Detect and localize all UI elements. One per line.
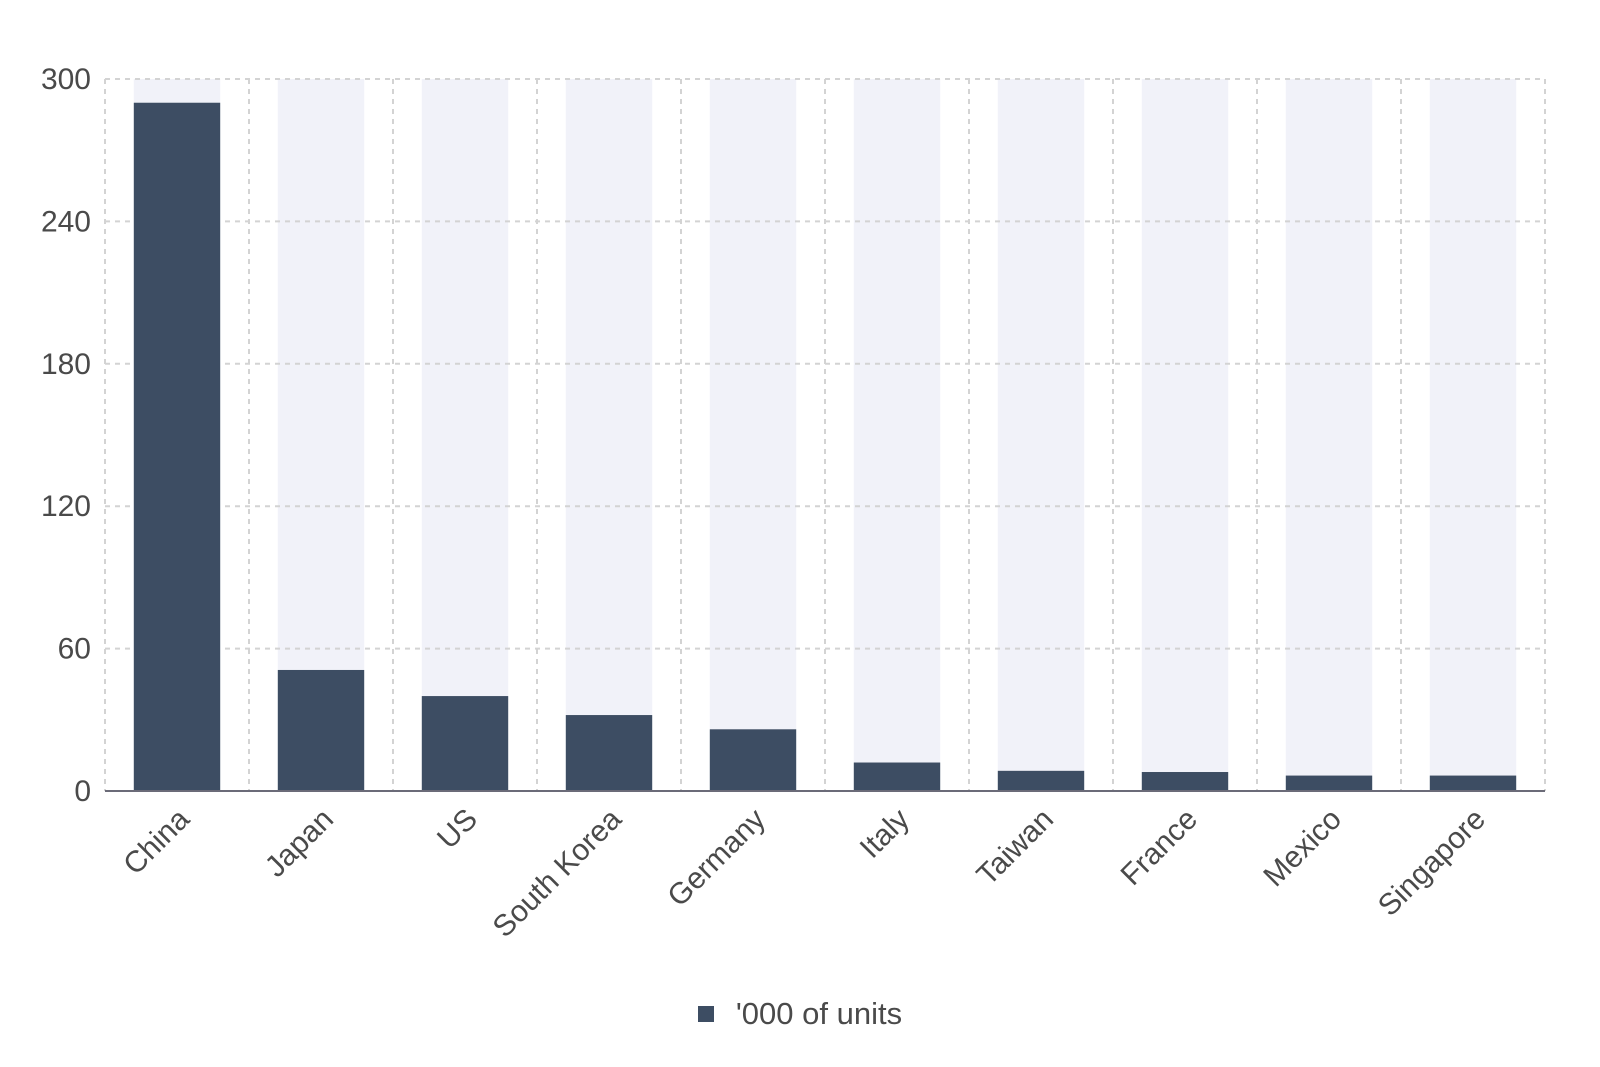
bar [421, 696, 509, 791]
bar [1285, 775, 1373, 791]
bar-background [565, 79, 653, 791]
bar [1429, 775, 1517, 791]
y-tick-label: 120 [41, 490, 91, 523]
bar [565, 715, 653, 791]
bar [277, 669, 365, 791]
bar [1141, 772, 1229, 791]
bar-background [1141, 79, 1229, 791]
x-tick-label: Singapore [1372, 803, 1492, 923]
x-tick-label: Mexico [1257, 803, 1348, 894]
x-tick-label: China [117, 802, 196, 881]
bar-background [997, 79, 1085, 791]
bar [853, 762, 941, 791]
x-tick-label: Italy [854, 803, 916, 865]
y-tick-label: 180 [41, 348, 91, 381]
x-tick-label: South Korea [487, 802, 628, 943]
x-tick-label: Taiwan [971, 803, 1060, 892]
bar [997, 770, 1085, 791]
y-tick-label: 0 [74, 775, 91, 808]
bar [133, 102, 221, 791]
y-tick-label: 60 [58, 633, 91, 666]
y-tick-label: 240 [41, 205, 91, 238]
x-tick-label: Germany [661, 803, 772, 914]
y-tick-label: 300 [41, 63, 91, 96]
legend: '000 of units [0, 996, 1600, 1032]
bar-background [421, 79, 509, 791]
bar-background [1429, 79, 1517, 791]
chart-canvas: 0 60 120 180 240 300 China Japan US South Korea Ge… [41, 63, 1546, 944]
x-tick-label: France [1115, 803, 1204, 892]
bar-background [709, 79, 797, 791]
bar-background [853, 79, 941, 791]
x-tick-label: US [431, 803, 484, 856]
legend-label: '000 of units [735, 996, 903, 1031]
bar-background [1285, 79, 1373, 791]
x-tick-label: Japan [259, 803, 340, 884]
legend-swatch [697, 1006, 714, 1022]
bar [709, 729, 797, 791]
